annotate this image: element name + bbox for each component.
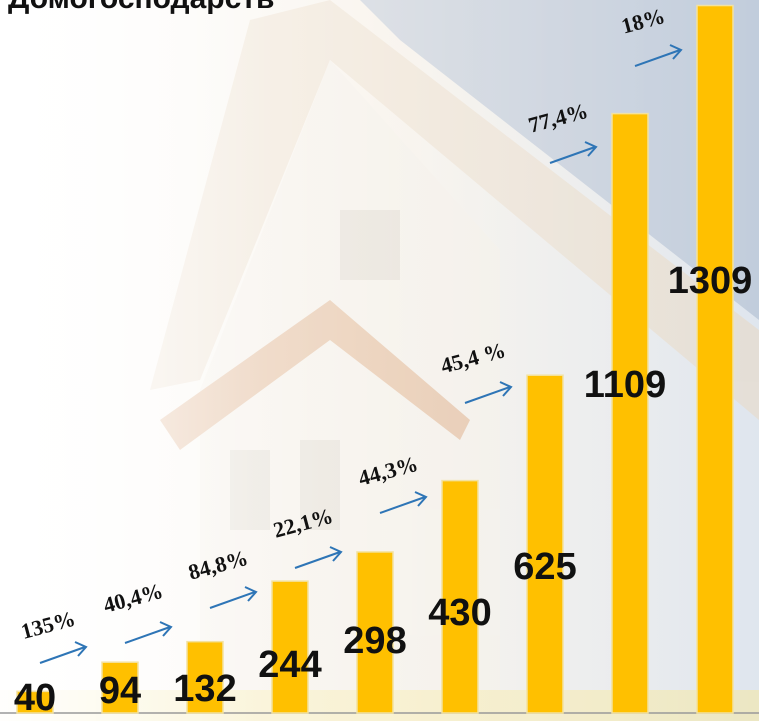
bar <box>697 6 733 713</box>
bar <box>612 114 648 713</box>
value-label: 430 <box>428 592 491 634</box>
bar <box>527 375 563 713</box>
value-label: 298 <box>343 620 406 662</box>
value-label: 132 <box>173 668 236 710</box>
value-label: 244 <box>258 644 321 686</box>
value-label: 1109 <box>584 364 666 406</box>
chart-title: Домогосподарств <box>8 0 274 15</box>
chart: Домогосподарств 40 94 132 244 298 430 625 1109 1… <box>0 0 759 721</box>
value-label: 1309 <box>668 260 753 302</box>
value-label: 625 <box>513 546 576 588</box>
value-label: 40 <box>14 677 56 719</box>
value-label: 94 <box>99 670 141 712</box>
